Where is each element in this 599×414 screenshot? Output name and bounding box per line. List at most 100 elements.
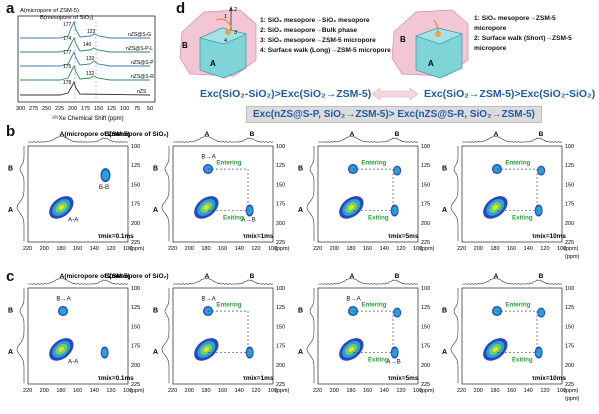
label-entering: Entering: [216, 301, 241, 308]
y-tick-label: 125: [131, 305, 140, 311]
side-label-b: B: [153, 308, 158, 315]
trace-1-peak-a: 177: [63, 22, 72, 28]
side-label-a: A: [8, 207, 13, 214]
peak-b-b-level-1: [538, 308, 545, 317]
double-arrow-icon: [372, 88, 418, 100]
y-tick-label: 200: [276, 221, 285, 227]
cross-peak-b-a-level-1: [59, 307, 67, 315]
y-tick-label: 200: [276, 363, 285, 369]
x-tick: 125: [107, 106, 116, 112]
path-num-2: 2: [234, 7, 237, 13]
peak-a-a-level-3: [492, 204, 499, 210]
panel-a-spectra: A(micropore of ZSM-5) B(mesopore of SiO₂…: [16, 8, 156, 122]
top-label-a: A: [205, 273, 210, 280]
x-tick-label: 100: [557, 388, 566, 394]
panel-c: B A A-A B→A τmix=0.1ms 220 200 180 160 140 120 100(…: [0, 268, 599, 409]
y-tick-label: 100: [565, 286, 574, 292]
x-tick-label: 160: [363, 388, 372, 394]
x-tick-label: 180: [346, 246, 355, 252]
y-unit-label: (ppm): [565, 254, 580, 260]
right-path-1: 1: SiO₂ mesopore→ZSM-5: [474, 15, 556, 22]
top-label-b: B(mesopore of SiO₂): [105, 131, 169, 138]
x-tick-label: 160: [73, 246, 82, 252]
side-label-b: B: [153, 166, 158, 173]
top-projection: [172, 135, 274, 143]
x-tick-label: 140: [524, 388, 533, 394]
label-exiting: Exiting: [368, 215, 389, 222]
x-tick-label: 120: [251, 246, 260, 252]
shell-b-label-right: B: [400, 35, 406, 44]
trace-4-peak-a: 175: [63, 64, 72, 70]
label-entering: Entering: [505, 301, 530, 308]
peak-a-a-level-3: [348, 346, 355, 352]
b-spectrum-4: B A Entering Exiting τmix=10ms 220 200 180 160 14…: [442, 131, 580, 260]
trace-2-name: nZS@S-P-L: [126, 46, 153, 52]
panel-a-x-ticks: 300 275 250 225 200 175 150 125 100 75 5…: [16, 106, 153, 112]
top-label-b: B: [539, 131, 544, 138]
trace-3-name: nZS@S-P: [131, 60, 154, 66]
b-spectrum-2: B A B→A A→B Entering Exiting τmix=1ms 220 200 180…: [153, 131, 290, 252]
top-label-b: B(mesopore of SiO₂): [105, 273, 169, 280]
top-label-a: A: [205, 131, 210, 138]
x-tick-label: 220: [23, 388, 32, 394]
top-label-a: A: [494, 131, 499, 138]
y-tick-label: 100: [131, 144, 140, 150]
trace-1: 177 123 nZS@S-G: [20, 20, 151, 39]
mixing-time-label: τmix=5ms: [388, 233, 419, 240]
top-label-a: A(micropore of ZSM-5): [60, 131, 130, 138]
xe-atom-icon: [225, 29, 231, 35]
x-tick-label: 140: [524, 246, 533, 252]
cube-a-label-right: A: [428, 59, 434, 68]
cross-peak-a-b-level-1: [535, 348, 542, 357]
x-tick-label: 200: [330, 388, 339, 394]
side-projection: [16, 288, 25, 384]
top-projection: [27, 277, 129, 285]
peak-b-b-level-1: [394, 166, 401, 175]
x-tick-label: 200: [474, 388, 483, 394]
x-tick: 225: [55, 106, 64, 112]
top-label-a: A: [350, 273, 355, 280]
mixing-time-label: τmix=0.1ms: [98, 375, 134, 382]
y-tick-label: 175: [131, 344, 140, 350]
cross-peak-a-b-level-1: [535, 206, 542, 215]
top-label-b: B: [395, 131, 400, 138]
label-b-b: B-B: [99, 184, 109, 191]
panel-label-b: b: [6, 123, 16, 140]
side-projection: [450, 288, 459, 384]
label-a-to-b: A→B: [386, 358, 400, 365]
xe-atom-icon-right: [435, 31, 441, 37]
x-tick-label: 160: [73, 388, 82, 394]
label-a-to-b: A→B: [241, 216, 255, 223]
top-label-a: A: [494, 273, 499, 280]
side-label-b: B: [298, 308, 303, 315]
x-tick-label: 100: [268, 246, 277, 252]
trace-1-peak-b: 123: [87, 29, 96, 35]
y-tick-label: 225: [131, 240, 140, 246]
y-tick-label: 125: [131, 163, 140, 169]
cross-peak-a-b-level-1: [391, 206, 398, 215]
side-projection: [161, 146, 170, 242]
y-tick-label: 150: [565, 324, 574, 330]
left-path-list: 1: SiO₂ mesopore→SiO₂ mesopore 2: SiO₂ m…: [260, 16, 391, 56]
right-path-list: 1: SiO₂ mesopore→ZSM-5 micropore 2: Surf…: [474, 14, 572, 54]
y-tick-label: 100: [421, 144, 430, 150]
x-unit-label: (ppm): [275, 246, 290, 252]
x-tick-label: 200: [474, 246, 483, 252]
plot-frame: [461, 287, 563, 385]
trace-2-peak-a: 174: [63, 36, 72, 42]
x-tick-label: 200: [185, 246, 194, 252]
cross-peak-a-b-level-1: [391, 348, 398, 357]
x-tick-label: 100: [123, 388, 132, 394]
side-label-b: B: [442, 308, 447, 315]
y-tick-label: 150: [565, 182, 574, 188]
y-tick-label: 225: [565, 382, 574, 388]
x-tick-label: 120: [106, 388, 115, 394]
y-tick-label: 100: [421, 286, 430, 292]
x-tick: 100: [120, 106, 129, 112]
x-unit-label: (ppm): [564, 246, 579, 252]
panel-a: A(micropore of ZSM-5) B(mesopore of SiO₂…: [0, 0, 172, 124]
x-tick-label: 120: [540, 388, 549, 394]
x-tick-label: 220: [168, 388, 177, 394]
y-tick-label: 200: [421, 363, 430, 369]
